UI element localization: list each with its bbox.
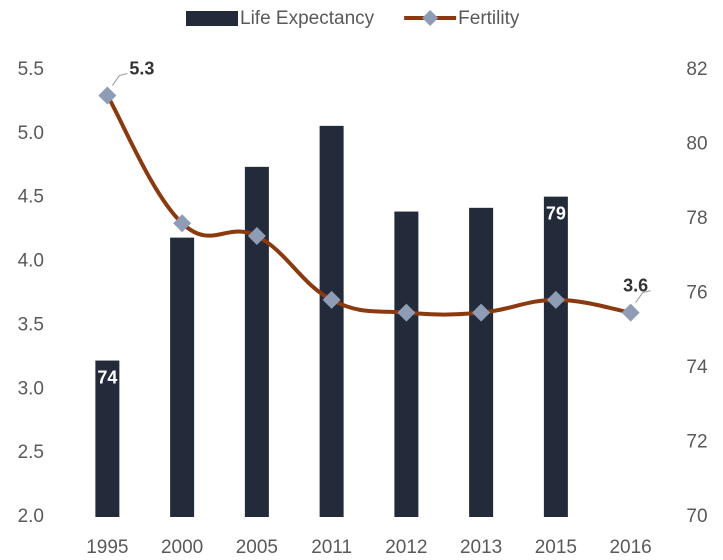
legend-swatch bbox=[186, 11, 238, 26]
y-tick-label: 5.0 bbox=[18, 123, 44, 144]
bar bbox=[394, 211, 419, 518]
y2-tick-label: 82 bbox=[686, 59, 707, 80]
bar bbox=[543, 196, 568, 517]
x-tick-label: 2013 bbox=[460, 537, 502, 558]
line-marker bbox=[546, 290, 565, 309]
y-tick-label: 2.0 bbox=[18, 506, 44, 527]
leader-line bbox=[111, 73, 128, 86]
legend-label: Fertility bbox=[458, 8, 520, 29]
y-tick-label: 4.5 bbox=[18, 187, 44, 208]
y-tick-label: 4.0 bbox=[18, 251, 44, 272]
legend-swatch-marker bbox=[422, 10, 439, 26]
line-marker bbox=[621, 303, 640, 322]
x-tick-label: 2011 bbox=[311, 537, 352, 558]
line-value-label: 5.3 bbox=[129, 58, 154, 78]
bar bbox=[244, 166, 269, 517]
leader-line bbox=[635, 290, 651, 303]
y2-tick-label: 78 bbox=[686, 208, 707, 229]
bar bbox=[469, 207, 494, 517]
y2-tick-label: 74 bbox=[686, 357, 708, 378]
line-marker bbox=[397, 303, 416, 322]
y2-tick-label: 72 bbox=[686, 432, 707, 453]
line-marker bbox=[173, 214, 192, 233]
bar-value-label: 74 bbox=[97, 367, 117, 387]
y-tick-label: 2.5 bbox=[18, 442, 44, 463]
line-marker bbox=[247, 227, 266, 246]
y-tick-label: 5.5 bbox=[18, 59, 44, 80]
bar bbox=[95, 360, 120, 517]
x-tick-label: 2005 bbox=[236, 537, 278, 558]
legend-label: Life Expectancy bbox=[240, 8, 375, 29]
y-tick-label: 3.0 bbox=[18, 378, 44, 399]
y2-tick-label: 76 bbox=[686, 283, 707, 304]
line-marker bbox=[98, 86, 117, 105]
x-tick-label: 2012 bbox=[385, 537, 427, 558]
y2-tick-label: 80 bbox=[686, 134, 707, 155]
bar bbox=[170, 237, 195, 517]
y-tick-label: 3.5 bbox=[18, 314, 44, 335]
x-tick-label: 1995 bbox=[86, 537, 128, 558]
x-tick-label: 2015 bbox=[535, 537, 577, 558]
x-tick-label: 2016 bbox=[609, 537, 651, 558]
line-marker bbox=[322, 290, 341, 309]
bar bbox=[319, 125, 344, 517]
bar-value-label: 79 bbox=[546, 203, 566, 223]
y2-tick-label: 70 bbox=[686, 506, 707, 527]
line-marker bbox=[472, 303, 491, 322]
line-value-label: 3.6 bbox=[623, 275, 648, 295]
x-tick-label: 2000 bbox=[161, 537, 203, 558]
